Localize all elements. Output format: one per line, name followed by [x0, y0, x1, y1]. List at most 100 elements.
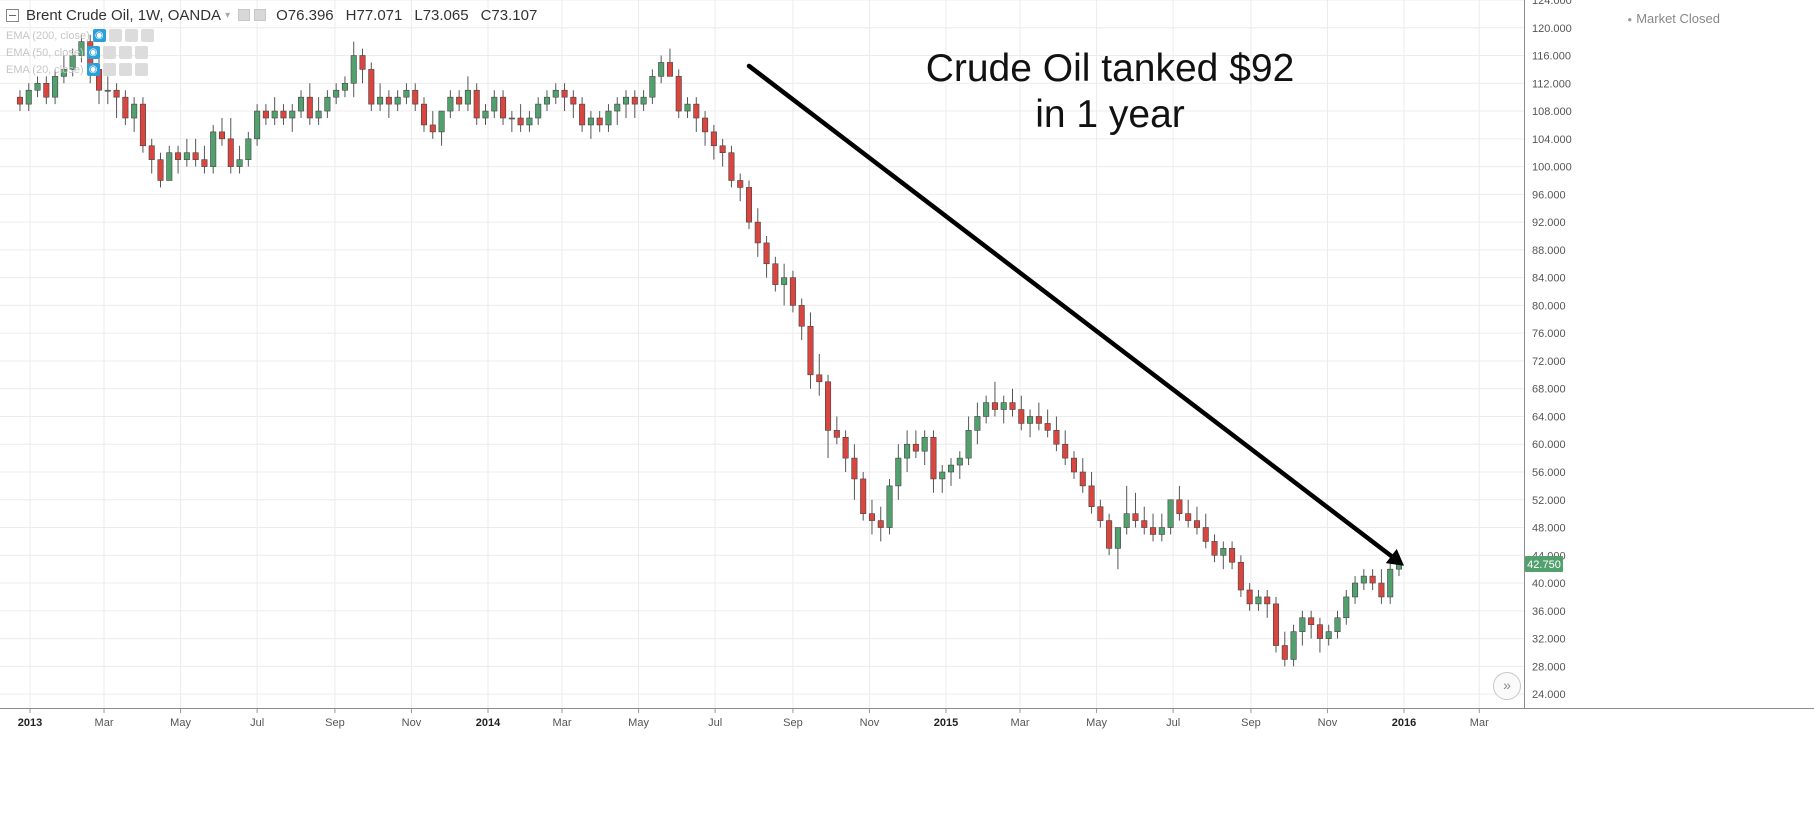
candle-body [947, 464, 955, 473]
annotation-line: in 1 year [1035, 93, 1185, 136]
candle [939, 465, 946, 493]
candle-body [113, 89, 120, 98]
close-icon[interactable] [134, 46, 148, 59]
settings-icon[interactable] [102, 63, 116, 76]
candle-body [763, 242, 770, 265]
candle-body [1079, 471, 1086, 487]
candle-body [192, 152, 199, 160]
candle [816, 354, 823, 396]
candle-body [377, 96, 384, 105]
candle [482, 104, 489, 125]
candle-body [816, 374, 823, 383]
candle [579, 97, 586, 132]
x-tick-label: Nov [1318, 717, 1338, 729]
settings-icon[interactable] [108, 29, 122, 42]
candle-body [1272, 603, 1280, 646]
settings-icon[interactable] [102, 46, 116, 59]
candle [1308, 610, 1315, 639]
candle [262, 104, 269, 125]
ohlc-close: C73.107 [480, 6, 538, 24]
candle-body [210, 131, 217, 167]
hide-icon[interactable] [254, 9, 267, 21]
candle-body [201, 159, 208, 167]
candle [763, 236, 770, 278]
more-icon[interactable] [118, 63, 132, 76]
y-tick-label: 96.000 [1532, 189, 1566, 201]
symbol-header: Brent Crude Oil, 1W, OANDA ▾ O76.396 H77… [6, 4, 549, 26]
candle-body [1290, 631, 1297, 660]
candle-body [807, 325, 814, 376]
eye-icon[interactable]: ◉ [86, 63, 100, 76]
candle [1053, 416, 1060, 452]
eye-icon[interactable]: ◉ [92, 29, 106, 42]
candle [640, 90, 647, 112]
candle-body [789, 277, 796, 306]
candle [842, 430, 849, 472]
candle [772, 256, 779, 292]
candle [684, 97, 691, 118]
candle [473, 83, 480, 125]
candle-body [1035, 416, 1042, 424]
candle-body [930, 436, 937, 480]
candle [552, 83, 559, 105]
candle [227, 118, 234, 174]
candle-body [122, 96, 129, 119]
candle [148, 138, 155, 174]
candle-body [1000, 402, 1007, 410]
eye-icon[interactable]: ◉ [86, 46, 100, 59]
candle [719, 138, 726, 167]
candle-body [1088, 485, 1095, 508]
trend-arrow-head [1385, 548, 1404, 566]
indicator-row[interactable]: EMA (200, close) ◉ [6, 29, 154, 42]
indicator-row[interactable]: EMA (20, close) ◉ [6, 63, 148, 76]
candle-body [385, 96, 392, 105]
chevron-down-icon[interactable]: ▾ [225, 9, 231, 21]
candle [271, 97, 278, 125]
candle [1334, 610, 1341, 639]
candle-body [912, 443, 919, 452]
last-price-label: 42.750 [1527, 559, 1561, 571]
candle [236, 145, 243, 174]
symbol-title[interactable]: Brent Crude Oil, 1W, OANDA [26, 6, 222, 24]
close-icon[interactable] [140, 29, 154, 42]
candle [1290, 624, 1297, 667]
candle [1202, 513, 1209, 549]
y-tick-label: 116.000 [1532, 51, 1571, 63]
collapse-icon[interactable] [6, 8, 19, 22]
candle-body [1334, 617, 1341, 632]
candle-body [1255, 596, 1262, 605]
candle-body [1167, 499, 1174, 528]
y-tick-label: 100.000 [1532, 162, 1572, 174]
more-icon[interactable] [118, 46, 132, 59]
candle-body [183, 152, 190, 160]
more-icon[interactable] [124, 29, 138, 42]
y-tick-label: 108.000 [1532, 106, 1572, 118]
ohlc-low: L73.065 [414, 6, 469, 24]
candle [1088, 472, 1095, 514]
x-tick-label: 2015 [934, 717, 958, 729]
candle [886, 478, 893, 535]
close-icon[interactable] [134, 63, 148, 76]
candle [798, 298, 805, 341]
candle-body [271, 110, 278, 119]
candle [1141, 506, 1148, 535]
settings-icon[interactable] [238, 9, 251, 21]
candle [324, 90, 331, 118]
candle [104, 76, 111, 105]
candle-body [798, 305, 805, 327]
candle-body [860, 478, 867, 514]
candle [1185, 499, 1192, 528]
scroll-to-realtime-button[interactable]: » [1493, 672, 1521, 700]
candle-body [16, 96, 23, 105]
x-tick-label: Nov [402, 717, 422, 729]
candle-body [43, 82, 50, 98]
candle [561, 83, 568, 112]
candle-body [965, 430, 972, 459]
chart-annotation: Crude Oil tanked $92 in 1 year [910, 46, 1310, 138]
indicator-row[interactable]: EMA (50, close) ◉ [6, 46, 148, 59]
candle-body [403, 89, 410, 98]
candle-body [991, 402, 998, 410]
candle-body [491, 96, 498, 112]
candle-body [359, 55, 366, 70]
